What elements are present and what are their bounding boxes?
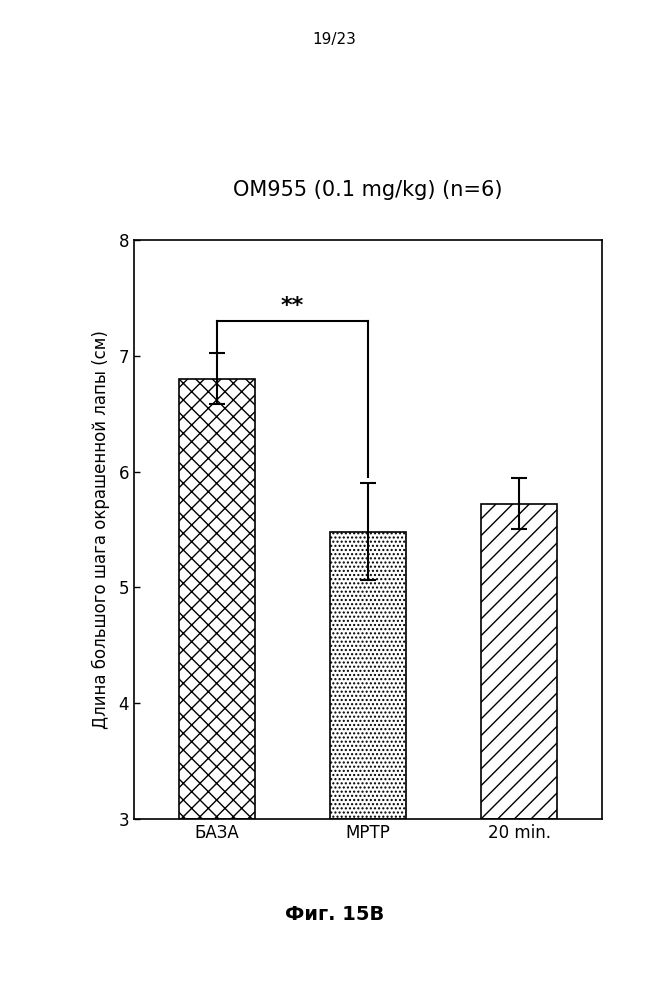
Y-axis label: Длина большого шага окрашенной лапы (см): Длина большого шага окрашенной лапы (см) xyxy=(92,330,110,729)
Text: Фиг. 15B: Фиг. 15B xyxy=(285,904,384,924)
Text: 19/23: 19/23 xyxy=(312,32,357,47)
Bar xyxy=(179,379,255,819)
Text: **: ** xyxy=(281,297,304,317)
Text: OM955 (0.1 mg/kg) (n=6): OM955 (0.1 mg/kg) (n=6) xyxy=(233,180,502,200)
Bar xyxy=(330,531,405,819)
Bar xyxy=(481,503,557,819)
